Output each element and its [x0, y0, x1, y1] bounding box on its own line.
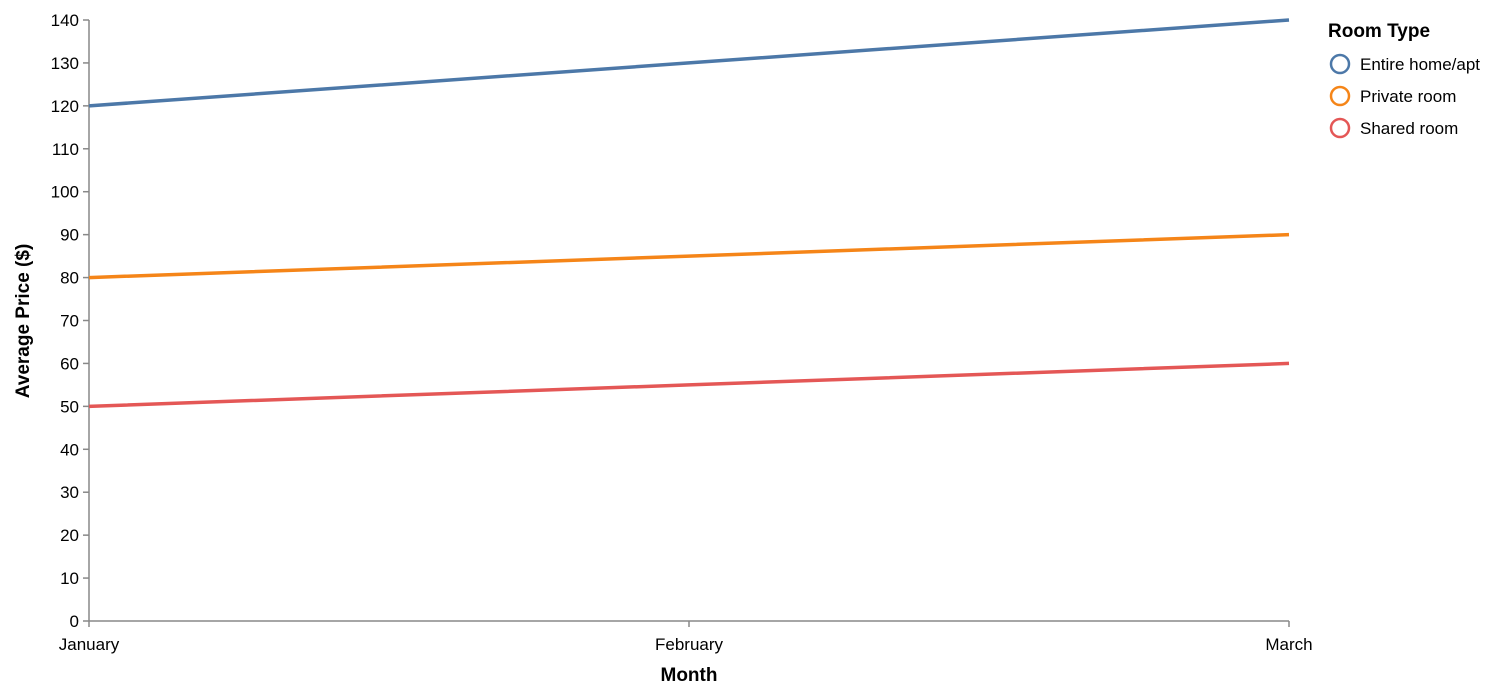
legend-symbol	[1329, 85, 1351, 107]
y-axis-title: Average Price ($)	[13, 244, 34, 399]
legend-label: Private room	[1360, 87, 1456, 106]
legend-symbol	[1329, 53, 1351, 75]
y-tick-label: 110	[52, 140, 79, 159]
series-line-entire-home-apt	[88, 18, 1290, 108]
legend: Room Type Entire home/apt Private room Sha…	[1328, 21, 1480, 139]
x-tick-label: March	[1265, 635, 1312, 654]
y-tick-label: 60	[60, 354, 79, 373]
y-tick-label: 20	[60, 526, 79, 545]
legend-title: Room Type	[1328, 21, 1430, 42]
legend-label: Shared room	[1360, 119, 1458, 138]
series-lines	[88, 18, 1290, 409]
series-line-shared-room	[88, 361, 1290, 409]
y-tick-label: 10	[60, 569, 79, 588]
y-tick-label: 120	[51, 97, 79, 116]
y-tick-label: 70	[60, 312, 79, 331]
legend-symbol	[1329, 117, 1351, 139]
x-tick-label: February	[655, 635, 724, 654]
y-tick-label: 130	[51, 54, 79, 73]
x-axis: January February March	[59, 620, 1313, 654]
y-tick-label: 100	[51, 183, 79, 202]
x-axis-title: Month	[661, 665, 718, 686]
x-tick-label: January	[59, 635, 120, 654]
y-tick-label: 140	[51, 11, 79, 30]
y-tick-label: 80	[60, 269, 79, 288]
series-line-private-room	[88, 232, 1290, 280]
y-tick-label: 90	[60, 226, 79, 245]
y-axis: 0 10 20 30 40 50 60 70 80 90 100 110 120 130 140	[51, 11, 90, 631]
legend-label: Entire home/apt	[1360, 55, 1480, 74]
y-tick-label: 40	[60, 440, 79, 459]
y-tick-label: 0	[70, 612, 79, 631]
y-tick-label: 50	[60, 397, 79, 416]
y-tick-label: 30	[60, 483, 79, 502]
